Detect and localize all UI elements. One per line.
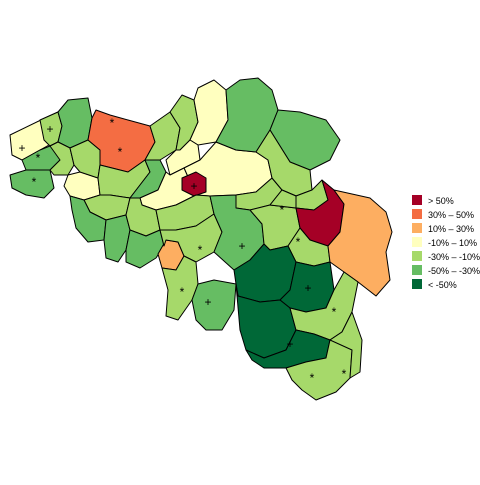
marker-plus: + bbox=[46, 122, 53, 136]
legend-swatch bbox=[412, 251, 422, 261]
legend-swatch bbox=[412, 209, 422, 219]
marker-plus: + bbox=[18, 141, 25, 155]
marker-plus: + bbox=[286, 337, 293, 351]
marker-star: * bbox=[32, 175, 37, 189]
legend: > 50% 30% – 50% 10% – 30% -10% – 10% -30% – … bbox=[412, 195, 480, 290]
marker-star: * bbox=[342, 367, 347, 381]
legend-swatch bbox=[412, 195, 422, 205]
marker-star: * bbox=[36, 151, 41, 165]
legend-label: < -50% bbox=[428, 280, 457, 290]
marker-plus: + bbox=[204, 295, 211, 309]
legend-swatch bbox=[412, 265, 422, 275]
region-arlon bbox=[329, 311, 363, 379]
legend-label: > 50% bbox=[428, 196, 454, 206]
legend-swatch bbox=[412, 237, 422, 247]
legend-label: 30% – 50% bbox=[428, 210, 474, 220]
marker-star: * bbox=[332, 305, 337, 319]
legend-swatch bbox=[412, 223, 422, 233]
marker-plus: + bbox=[190, 179, 197, 193]
legend-label: 10% – 30% bbox=[428, 224, 474, 234]
marker-star: * bbox=[110, 116, 115, 130]
legend-label: -50% – -30% bbox=[428, 266, 480, 276]
region-eupen bbox=[327, 189, 393, 297]
region-brussels bbox=[181, 171, 207, 197]
legend-label: -30% – -10% bbox=[428, 252, 480, 262]
region-ypres bbox=[9, 169, 55, 199]
legend-swatch bbox=[412, 279, 422, 289]
marker-star: * bbox=[296, 235, 301, 249]
marker-plus: + bbox=[238, 239, 245, 253]
region-philippeville bbox=[191, 279, 237, 331]
marker-star: * bbox=[280, 203, 285, 217]
region-soignies bbox=[125, 229, 165, 269]
marker-star: * bbox=[310, 371, 315, 385]
marker-star: * bbox=[180, 285, 185, 299]
legend-label: -10% – 10% bbox=[428, 238, 477, 248]
marker-plus: + bbox=[304, 281, 311, 295]
region-waremme bbox=[269, 189, 297, 209]
marker-star: * bbox=[198, 243, 203, 257]
marker-star: * bbox=[118, 145, 123, 159]
